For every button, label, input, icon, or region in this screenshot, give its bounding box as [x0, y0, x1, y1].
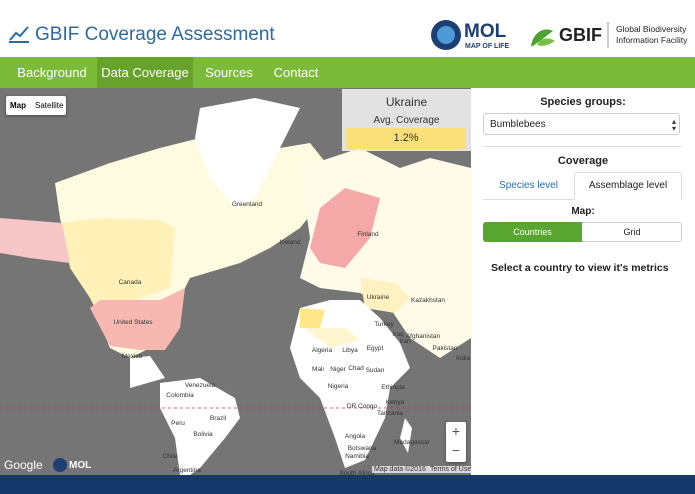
country-label: Greenland [232, 201, 263, 208]
info-country: Ukraine [385, 95, 428, 109]
select-arrow: ▾ [672, 124, 677, 133]
select-message: Select a country to view it's metrics [491, 262, 669, 274]
country-label: Iceland [280, 239, 301, 246]
country-label: Chad [348, 365, 364, 372]
species-label: Species groups: [540, 96, 626, 108]
country-label: Mexico [122, 353, 143, 360]
country-label: Egypt [367, 345, 384, 352]
country-label: India [456, 355, 470, 362]
country-label: Angola [345, 433, 366, 440]
country-label: Argentina [173, 467, 201, 474]
mol-sub: MAP OF LIFE [465, 43, 510, 50]
country-label: DR Congo [347, 403, 378, 410]
map-attribution: Map data ©2016 [372, 466, 428, 473]
select-arrow: ▴ [672, 117, 677, 126]
country-label: Kenya [386, 399, 405, 406]
species-level-tab[interactable]: Species level [499, 180, 558, 191]
country-label: Tanzania [377, 410, 403, 417]
country-label: South Africa [339, 470, 374, 475]
country-label: Mali [312, 366, 324, 373]
gbif-text: GBIF [559, 25, 602, 45]
assemblage-level-tab[interactable]: Assemblage level [588, 180, 668, 191]
map-label: Map: [571, 206, 595, 217]
app-title: GBIF Coverage Assessment [35, 24, 275, 45]
map-type-control [6, 96, 66, 115]
country-label: Pakistan [433, 345, 458, 352]
nav-item[interactable]: Data Coverage [97, 57, 193, 88]
country-label: Afghanistan [406, 333, 441, 340]
map: Greenland Canada United States Mexico Venezu… [0, 88, 471, 475]
country-label: Kazakhstan [411, 297, 445, 304]
zoom-in[interactable]: + [451, 423, 461, 439]
country-label: Iraq [392, 331, 404, 338]
mol-text: MOL [464, 21, 507, 42]
country-label: Nigeria [328, 383, 349, 390]
coverage-label: Coverage [557, 155, 609, 167]
footer-bar [0, 475, 695, 494]
zoom-control [446, 422, 466, 462]
nav-item[interactable]: Contact [273, 65, 319, 80]
country-label: Ethiopia [381, 384, 405, 391]
nav-item[interactable]: Sources [205, 65, 253, 80]
country-label: Algeria [312, 347, 333, 354]
country-label: Turkey [374, 321, 394, 328]
country-label: Ukraine [367, 294, 390, 301]
nav-bar: Background Data Coverage Sources Contact [0, 57, 695, 88]
species-select[interactable]: Bumblebees [483, 113, 680, 135]
gbif-sub: Information Facility [616, 35, 688, 45]
divider [483, 199, 574, 200]
country-label: Colombia [166, 392, 194, 399]
country-label: Iran [399, 338, 411, 345]
nav-item[interactable]: Background [17, 65, 87, 80]
mol-text: MOL [69, 460, 91, 471]
info-value: 1.2% [346, 128, 466, 149]
satellite-button[interactable]: Satellite [35, 101, 64, 110]
tab-frame [574, 172, 682, 200]
country-label: Botswana [348, 445, 377, 452]
gbif-sub: Global Biodiversity [616, 24, 687, 34]
country-label: Namibia [345, 453, 369, 460]
zoom-out[interactable]: − [451, 442, 461, 458]
country-label: Peru [171, 420, 185, 427]
grid-button[interactable]: Grid [623, 227, 641, 237]
country-label: Chile [163, 453, 178, 460]
country-label: Canada [119, 279, 142, 286]
mol-map-logo: MOL [53, 458, 91, 472]
countries-button[interactable]: Countries [483, 222, 582, 242]
country-label: Bolivia [193, 431, 213, 438]
country-label: Finland [357, 231, 379, 238]
info-metric: Avg. Coverage [373, 115, 440, 126]
country-label: Madagascar [394, 439, 431, 446]
map-button[interactable]: Map [10, 101, 26, 110]
country-label: Brazil [210, 415, 227, 422]
country-label: Niger [330, 366, 346, 373]
divider [483, 146, 682, 147]
country-label: Libya [342, 347, 358, 354]
chart-icon [9, 26, 29, 43]
google-logo: Google [4, 458, 43, 472]
country-label: Sudan [366, 367, 385, 374]
country-label: Venezuela [185, 382, 216, 389]
country-label: United States [113, 319, 153, 326]
terms-link[interactable]: Terms of Use [428, 466, 474, 473]
